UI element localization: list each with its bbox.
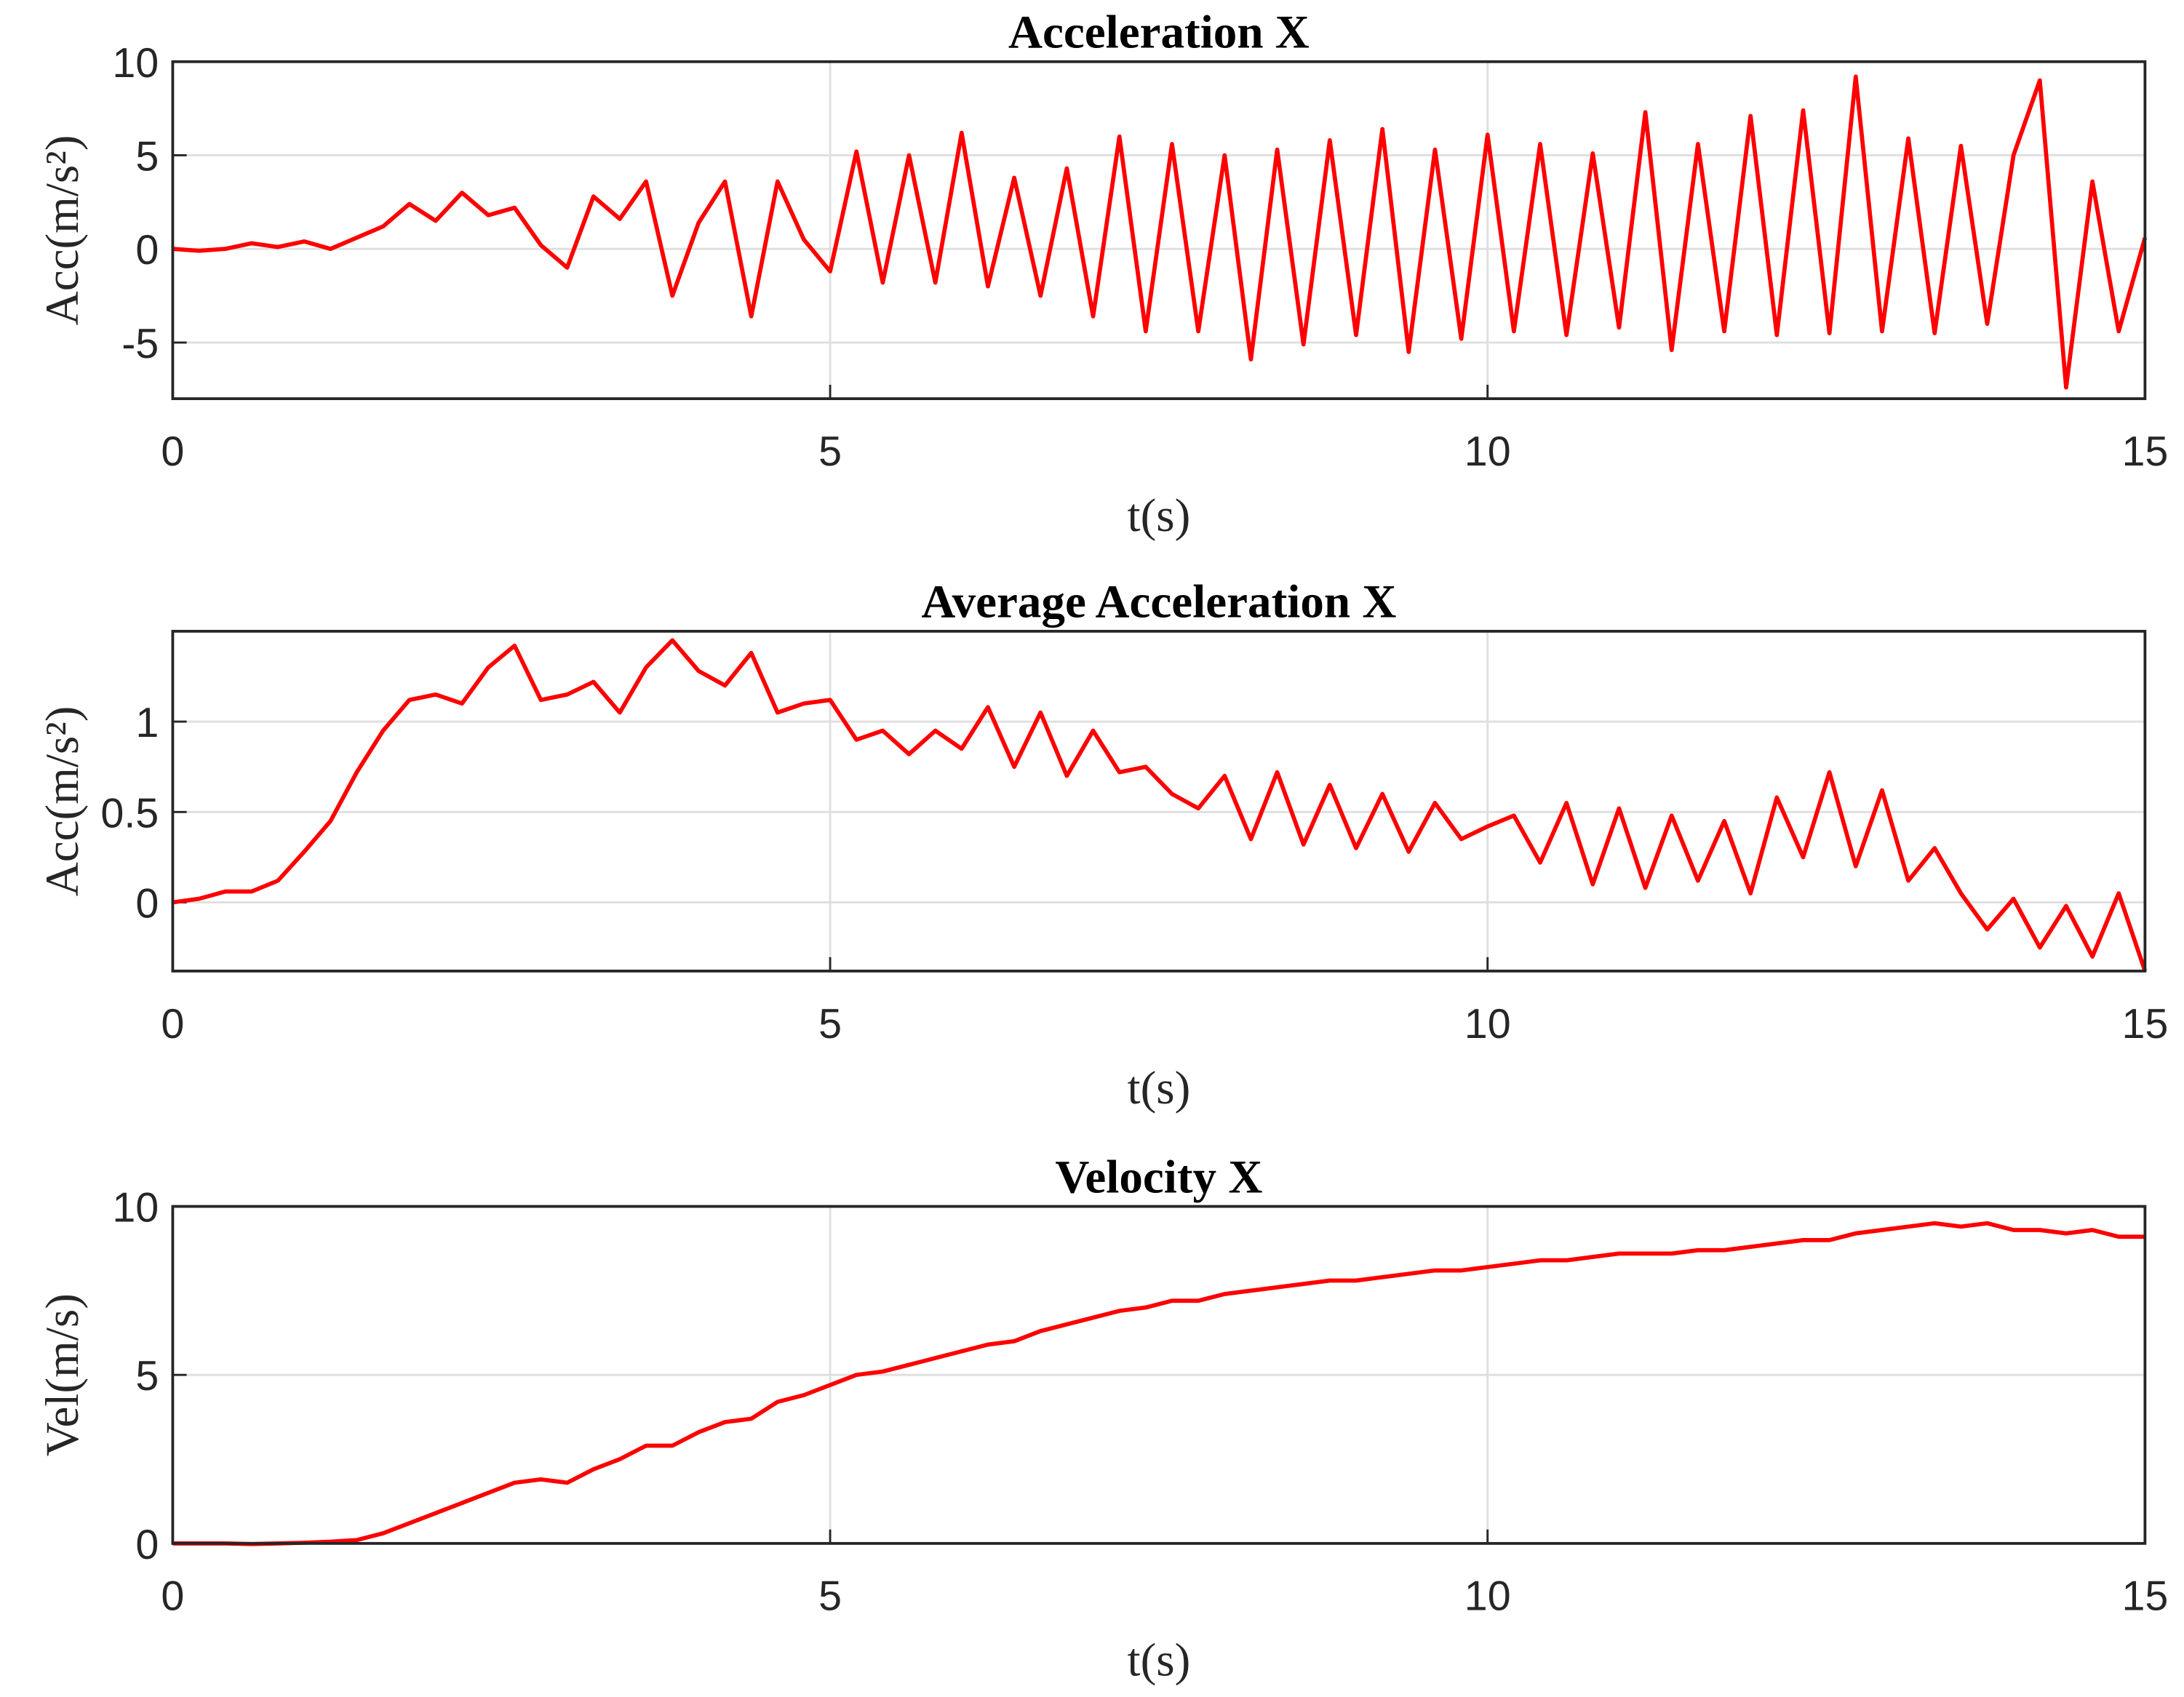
x-tick-label: 10 — [1464, 1001, 1511, 1047]
x-tick-label: 10 — [1464, 1573, 1511, 1620]
x-tick-label: 0 — [161, 1573, 184, 1620]
x-tick-label: 5 — [818, 1001, 842, 1047]
x-axis-label: t(s) — [1128, 490, 1191, 542]
y-axis-label: Acc(m/s²) — [36, 135, 89, 326]
x-tick-label: 0 — [161, 428, 184, 475]
y-tick-label: 10 — [112, 1185, 159, 1231]
x-tick-label: 15 — [2121, 1573, 2168, 1620]
y-tick-label: -5 — [121, 321, 159, 367]
x-tick-label: 10 — [1464, 428, 1511, 475]
chart-title: Average Acceleration X — [921, 576, 1396, 628]
y-tick-label: 0 — [135, 1522, 159, 1568]
x-tick-label: 15 — [2121, 1001, 2168, 1047]
chart-title: Velocity X — [1055, 1151, 1262, 1203]
data-line — [172, 638, 2148, 972]
data-line — [172, 1221, 2145, 1546]
plot-area — [172, 631, 2145, 971]
y-tick-label: 0.5 — [100, 790, 159, 836]
y-tick-label: 0 — [135, 227, 159, 273]
y-axis-label: Vel(m/s) — [36, 1293, 89, 1456]
y-tick-label: 5 — [135, 134, 159, 180]
x-tick-label: 15 — [2121, 428, 2168, 475]
y-axis-label: Acc(m/s²) — [36, 706, 89, 897]
x-axis-label: t(s) — [1128, 1062, 1191, 1114]
data-line — [172, 74, 2148, 390]
y-tick-label: 1 — [135, 700, 159, 746]
axes-box — [171, 629, 2147, 973]
x-tick-label: 5 — [818, 1573, 842, 1620]
x-tick-label: 5 — [818, 428, 842, 475]
y-tick-label: 10 — [112, 40, 159, 87]
axes-box — [171, 1205, 2147, 1545]
y-tick-label: 0 — [135, 881, 159, 927]
y-tick-label: 5 — [135, 1353, 159, 1399]
axes-box — [171, 60, 2147, 401]
x-axis-label: t(s) — [1128, 1634, 1191, 1687]
chart-title: Acceleration X — [1008, 7, 1310, 59]
x-tick-label: 0 — [161, 1001, 184, 1047]
